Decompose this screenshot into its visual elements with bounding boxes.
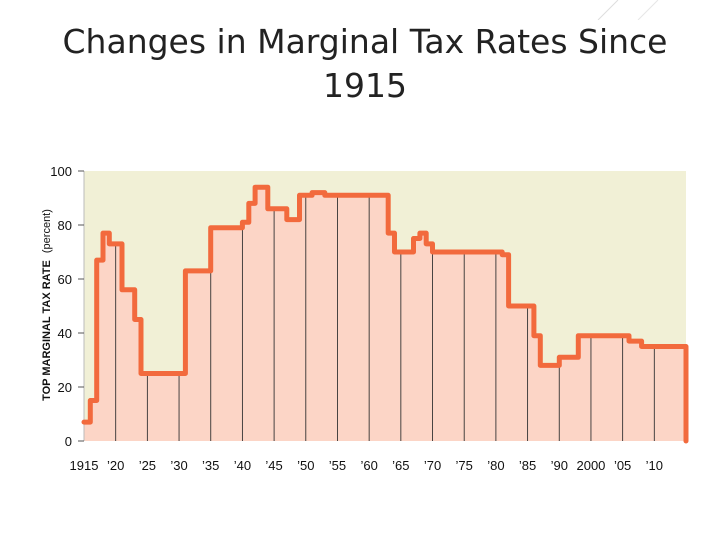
y-tick-label: 80 — [58, 218, 72, 233]
x-tick-label: ’80 — [487, 458, 504, 473]
tax-rate-area — [84, 187, 686, 441]
y-tick-label: 0 — [65, 434, 72, 449]
year-guide-lines — [115, 195, 655, 441]
x-tick-label: ’55 — [329, 458, 346, 473]
tax-rate-line — [81, 184, 689, 444]
x-tick-label: ’05 — [614, 458, 631, 473]
x-ticks: 1915 ’20 ’25 ’30 ’35 ’40 ’45 ’50 ’55 ’60 ’65 ’70 ’75… — [70, 458, 663, 473]
x-tick-label: ’25 — [139, 458, 156, 473]
x-tick-label: 2000 — [576, 458, 605, 473]
page-title: Changes in Marginal Tax Rates Since 1915 — [62, 22, 668, 105]
x-tick-label: ’20 — [107, 458, 124, 473]
x-tick-label: ’70 — [424, 458, 441, 473]
x-tick-label: ’90 — [551, 458, 568, 473]
x-tick-label: ’75 — [456, 458, 473, 473]
y-tick-label: 20 — [58, 380, 72, 395]
decorative-corner-lines — [597, 0, 659, 20]
x-tick-label: ’10 — [646, 458, 663, 473]
y-ticks: 0 20 40 60 80 100 — [50, 164, 84, 449]
x-tick-label: ’30 — [170, 458, 187, 473]
y-axis-title: TOP MARGINAL TAX RATE (percent) — [41, 209, 53, 401]
y-tick-label: 60 — [58, 272, 72, 287]
x-tick-label: ’35 — [202, 458, 219, 473]
svg-text:TOP MARGINAL TAX RATE (p: TOP MARGINAL TAX RATE (percent) — [41, 209, 53, 401]
y-tick-label: 40 — [58, 326, 72, 341]
x-tick-label: ’85 — [519, 458, 536, 473]
x-tick-label: ’60 — [360, 458, 377, 473]
x-tick-label: 1915 — [70, 458, 99, 473]
x-tick-label: ’40 — [234, 458, 251, 473]
x-tick-label: ’65 — [392, 458, 409, 473]
x-tick-label: ’45 — [265, 458, 282, 473]
y-axis-title-bold: TOP MARGINAL TAX RATE — [41, 260, 53, 401]
x-tick-label: ’50 — [297, 458, 314, 473]
y-tick-label: 100 — [50, 164, 72, 179]
y-axis-title-unit: (percent) — [41, 209, 53, 253]
